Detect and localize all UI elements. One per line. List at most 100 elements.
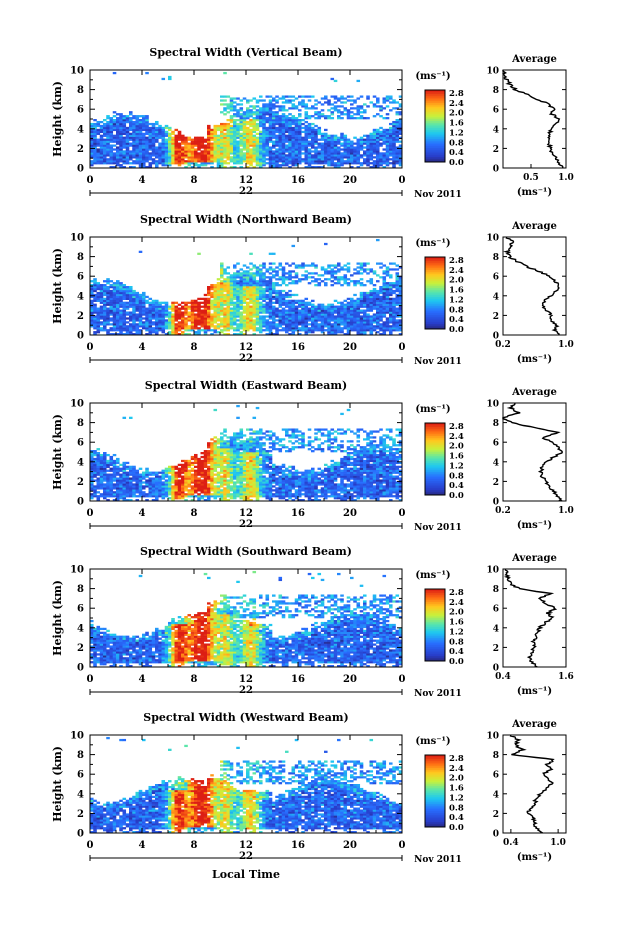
heatmap-cell bbox=[223, 272, 227, 275]
heatmap-cell bbox=[229, 307, 234, 310]
heatmap-cell bbox=[213, 309, 218, 312]
heatmap-cell bbox=[145, 150, 149, 153]
heatmap-cell bbox=[398, 301, 403, 304]
heatmap-cell bbox=[398, 278, 403, 281]
heatmap-cell bbox=[155, 313, 159, 316]
heatmap-cell bbox=[200, 140, 205, 143]
heatmap-cell bbox=[376, 280, 380, 283]
heatmap-cell bbox=[291, 132, 296, 135]
heatmap-cell bbox=[207, 148, 211, 151]
heatmap-cell bbox=[96, 477, 101, 480]
heatmap-cell bbox=[268, 307, 273, 310]
heatmap-cell bbox=[301, 148, 305, 151]
heatmap-cell bbox=[106, 154, 110, 157]
x-tick-label: 0 bbox=[399, 175, 406, 186]
heatmap-cell bbox=[129, 467, 133, 470]
heatmap-cell bbox=[135, 299, 140, 302]
heatmap-cell bbox=[122, 321, 127, 324]
heatmap-cell bbox=[116, 162, 120, 165]
heatmap-cell bbox=[197, 333, 201, 336]
heatmap-cell bbox=[236, 295, 240, 299]
heatmap-cell bbox=[259, 166, 263, 169]
heatmap-cell bbox=[216, 289, 221, 293]
heatmap-cell bbox=[327, 303, 331, 306]
heatmap-cell bbox=[200, 321, 205, 324]
heatmap-cell bbox=[138, 250, 143, 253]
heatmap-cell bbox=[346, 319, 351, 322]
heatmap-cell bbox=[389, 333, 393, 336]
heatmap-cell bbox=[307, 130, 312, 134]
heatmap-cell bbox=[99, 301, 104, 304]
heatmap-cell bbox=[333, 264, 338, 267]
heatmap-cell bbox=[259, 323, 263, 326]
heatmap-cell bbox=[379, 138, 383, 141]
heatmap-cell bbox=[129, 487, 133, 490]
heatmap-cell bbox=[174, 138, 179, 141]
profile-x-tick-label: 1.0 bbox=[558, 340, 574, 350]
heatmap-cell bbox=[317, 315, 322, 318]
heatmap-cell bbox=[233, 333, 237, 336]
heatmap-cell bbox=[93, 315, 97, 318]
colorbar-swatch bbox=[425, 264, 445, 267]
heatmap-cell bbox=[229, 291, 234, 295]
heatmap-cell bbox=[112, 138, 117, 141]
heatmap-cell bbox=[317, 274, 322, 277]
heatmap-cell bbox=[220, 268, 224, 271]
heatmap-cell bbox=[129, 126, 133, 130]
heatmap-cell bbox=[278, 289, 283, 293]
heatmap-cell bbox=[99, 126, 104, 130]
heatmap-cell bbox=[379, 134, 383, 137]
heatmap-cell bbox=[226, 299, 231, 302]
heatmap-cell bbox=[138, 146, 143, 149]
heatmap-cell bbox=[314, 154, 318, 157]
heatmap-cell bbox=[288, 270, 292, 273]
heatmap-cell bbox=[103, 489, 107, 492]
heatmap-cell bbox=[181, 307, 185, 310]
colorbar-swatch bbox=[425, 309, 445, 312]
heatmap-cell bbox=[109, 329, 114, 332]
heatmap-cell bbox=[395, 297, 400, 301]
heatmap-cell bbox=[281, 162, 286, 165]
heatmap-cell bbox=[96, 282, 101, 285]
heatmap-cell bbox=[119, 297, 123, 301]
heatmap-cell bbox=[252, 113, 257, 116]
heatmap-cell bbox=[268, 115, 273, 118]
heatmap-cell bbox=[213, 146, 218, 149]
heatmap-cell bbox=[317, 113, 322, 116]
heatmap-cell bbox=[259, 303, 263, 306]
heatmap-cell bbox=[168, 136, 172, 139]
heatmap-cell bbox=[216, 162, 221, 165]
heatmap-cell bbox=[129, 329, 133, 332]
colorbar-swatch bbox=[425, 305, 445, 308]
heatmap-cell bbox=[272, 301, 276, 304]
colorbar-swatch bbox=[425, 325, 445, 328]
heatmap-cell bbox=[184, 146, 188, 149]
panel-3: Spectral Width (Eastward Beam)0246810Hei… bbox=[51, 379, 574, 533]
heatmap-cell bbox=[255, 109, 260, 112]
heatmap-cell bbox=[246, 325, 250, 328]
heatmap-cell bbox=[353, 282, 357, 285]
heatmap-cell bbox=[307, 272, 312, 275]
heatmap-cell bbox=[161, 77, 166, 81]
heatmap-cell bbox=[223, 144, 227, 147]
heatmap-cell bbox=[233, 166, 237, 169]
heatmap-cell bbox=[190, 154, 195, 157]
heatmap-cell bbox=[333, 307, 338, 310]
heatmap-cell bbox=[207, 327, 211, 330]
y-tick-label: 8 bbox=[77, 252, 84, 263]
heatmap-cell bbox=[255, 136, 260, 139]
heatmap-cell bbox=[346, 144, 351, 147]
heatmap-cell bbox=[132, 479, 136, 482]
heatmap-cell bbox=[96, 313, 101, 316]
heatmap-cell bbox=[216, 158, 221, 161]
heatmap-cell bbox=[129, 317, 133, 320]
colorbar-tick-label: 0.4 bbox=[449, 315, 464, 325]
heatmap-cell bbox=[135, 329, 140, 332]
heatmap-cell bbox=[109, 122, 114, 126]
heatmap-cell bbox=[262, 126, 266, 130]
heatmap-cell bbox=[249, 317, 253, 320]
heatmap-cell bbox=[294, 266, 299, 269]
heatmap-cell bbox=[106, 126, 110, 130]
heatmap-cell bbox=[109, 469, 114, 472]
heatmap-cell bbox=[376, 274, 380, 277]
